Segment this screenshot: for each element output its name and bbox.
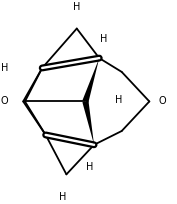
Text: H: H <box>1 63 8 73</box>
Text: H: H <box>73 2 81 12</box>
Polygon shape <box>82 101 94 145</box>
Text: H: H <box>59 193 67 203</box>
Text: H: H <box>86 162 93 172</box>
Text: O: O <box>159 96 167 106</box>
Polygon shape <box>82 58 99 103</box>
Text: H: H <box>100 34 107 44</box>
Text: O: O <box>1 96 8 106</box>
Text: H: H <box>115 95 122 105</box>
